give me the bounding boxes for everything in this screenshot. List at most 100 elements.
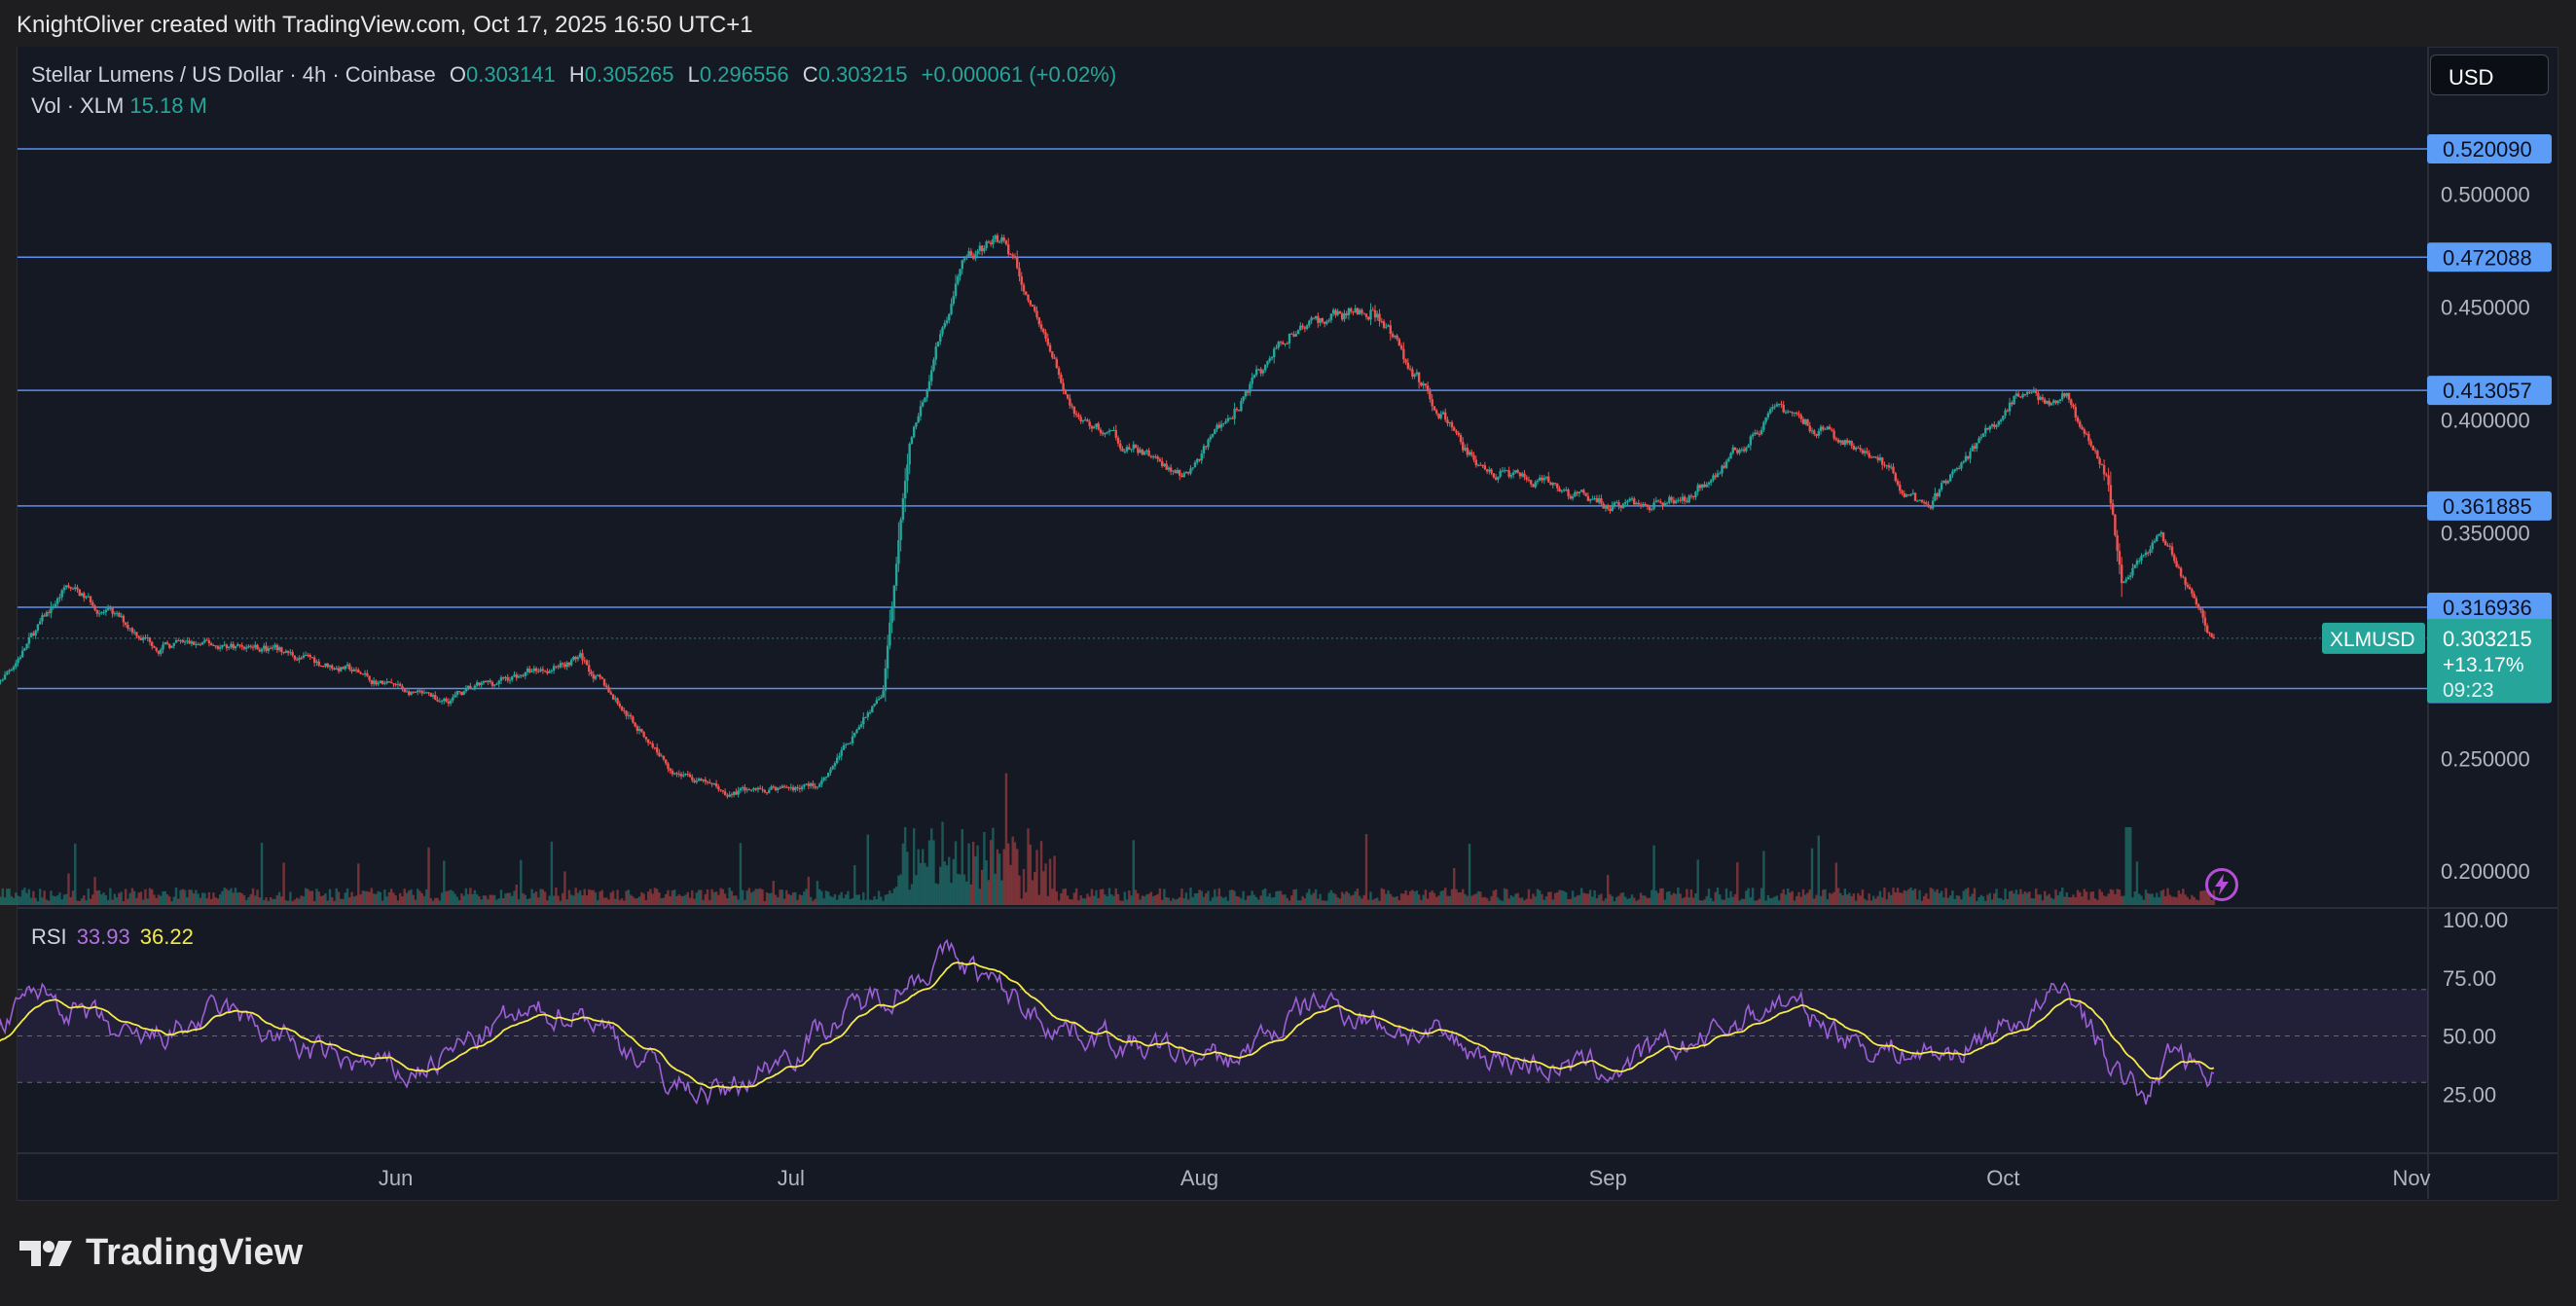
candle-body bbox=[431, 695, 435, 697]
volume-bar bbox=[583, 889, 586, 905]
volume-bar bbox=[1408, 890, 1412, 905]
volume-bar bbox=[1102, 889, 1105, 905]
candle-body bbox=[1112, 429, 1115, 431]
volume-bar bbox=[1834, 862, 1838, 905]
volume-bar bbox=[1843, 889, 1847, 905]
candle-body bbox=[247, 645, 250, 648]
volume-bar bbox=[344, 892, 346, 905]
volume-bar bbox=[1918, 889, 1921, 905]
volume-bar bbox=[820, 890, 823, 905]
volume-bar bbox=[1149, 891, 1153, 905]
symbol-badge[interactable] bbox=[2322, 622, 2425, 654]
volume-bar bbox=[1349, 895, 1353, 905]
candle-body bbox=[1361, 309, 1363, 313]
candle-body bbox=[192, 641, 196, 645]
level-badge-2[interactable] bbox=[2427, 376, 2552, 406]
level-badge-3[interactable] bbox=[2427, 490, 2552, 521]
volume-bar bbox=[130, 888, 134, 905]
candle-body bbox=[1523, 473, 1526, 478]
volume-bar bbox=[1490, 895, 1493, 905]
symbol-description[interactable]: Stellar Lumens / US Dollar · 4h · Coinba… bbox=[31, 62, 436, 87]
candle-body bbox=[2177, 566, 2181, 568]
volume-bar bbox=[1907, 889, 1910, 905]
volume-bar bbox=[859, 899, 863, 905]
candle-body bbox=[315, 661, 318, 663]
candle-body bbox=[1325, 321, 1328, 324]
volume-bar bbox=[207, 891, 211, 905]
candle-body bbox=[607, 687, 610, 693]
candle-body bbox=[2034, 390, 2038, 393]
currency-button[interactable]: USD bbox=[2430, 54, 2549, 95]
volume-bar bbox=[1249, 895, 1252, 905]
candle-body bbox=[875, 700, 879, 705]
volume-bar bbox=[2083, 889, 2086, 905]
volume-bar bbox=[1542, 899, 1545, 905]
candle-body bbox=[1077, 415, 1080, 417]
volume-bar bbox=[139, 891, 143, 905]
volume-label[interactable]: Vol · XLM bbox=[31, 93, 125, 118]
rsi-label[interactable]: RSI bbox=[31, 925, 67, 949]
volume-bar bbox=[1997, 897, 2001, 905]
volume-bar bbox=[1139, 899, 1142, 905]
volume-bar bbox=[254, 895, 257, 905]
candle-body bbox=[392, 683, 395, 685]
candle-body bbox=[655, 747, 659, 753]
candle-body bbox=[800, 786, 804, 790]
candle-body bbox=[2100, 463, 2104, 465]
candle-body bbox=[976, 250, 979, 254]
volume-bar bbox=[1288, 900, 1291, 905]
volume-bar bbox=[1656, 892, 1660, 905]
candle-body bbox=[1242, 396, 1245, 401]
candle-body bbox=[139, 637, 143, 640]
candle-body bbox=[894, 563, 898, 586]
volume-bar bbox=[1642, 895, 1645, 905]
lightning-icon[interactable] bbox=[2204, 867, 2239, 902]
candle-body bbox=[1670, 496, 1673, 501]
tradingview-brand[interactable]: TradingView bbox=[19, 1232, 303, 1274]
candle-body bbox=[1813, 430, 1816, 434]
candle-body bbox=[1766, 413, 1770, 417]
volume-bar bbox=[1434, 896, 1438, 905]
candle-body bbox=[1305, 325, 1309, 329]
candle-body bbox=[1057, 368, 1061, 376]
volume-bar bbox=[768, 893, 771, 905]
volume-bar bbox=[1913, 889, 1917, 905]
candle-body bbox=[1233, 408, 1236, 419]
candle-body bbox=[1356, 308, 1360, 315]
level-badge-0[interactable] bbox=[2427, 133, 2552, 163]
volume-bar bbox=[1758, 898, 1761, 905]
candle-body bbox=[1, 679, 4, 681]
candle-body bbox=[739, 787, 743, 791]
volume-bar bbox=[906, 852, 909, 905]
volume-bar bbox=[1396, 896, 1398, 905]
volume-bar bbox=[1768, 897, 1772, 905]
volume-bar bbox=[605, 897, 608, 905]
volume-bar bbox=[1211, 897, 1215, 905]
current-price-badge[interactable] bbox=[2427, 618, 2552, 703]
volume-bar bbox=[635, 897, 639, 905]
candle-body bbox=[417, 690, 419, 693]
level-badge-4[interactable] bbox=[2427, 593, 2552, 623]
candle-body bbox=[1132, 444, 1136, 450]
rsi-legend: RSI 33.93 36.22 bbox=[31, 925, 194, 950]
price-pane[interactable] bbox=[18, 47, 2428, 909]
candle-body bbox=[1861, 450, 1865, 453]
level-badge-1[interactable] bbox=[2427, 242, 2552, 272]
candle-body bbox=[1321, 318, 1324, 322]
candle-body bbox=[1547, 476, 1550, 483]
close-label: C bbox=[802, 62, 818, 87]
volume-bar bbox=[919, 862, 923, 905]
volume-bar bbox=[473, 889, 477, 905]
candle-body bbox=[1399, 345, 1403, 349]
candle-body bbox=[777, 787, 780, 790]
volume-bar bbox=[27, 889, 31, 905]
volume-bar bbox=[1593, 889, 1596, 905]
volume-bar bbox=[1541, 893, 1543, 905]
volume-bar bbox=[1976, 900, 1978, 905]
volume-bar bbox=[106, 899, 110, 905]
candle-body bbox=[1955, 468, 1959, 470]
candle-body bbox=[109, 607, 112, 609]
candle-body bbox=[370, 679, 374, 684]
candle-body bbox=[1745, 447, 1748, 452]
